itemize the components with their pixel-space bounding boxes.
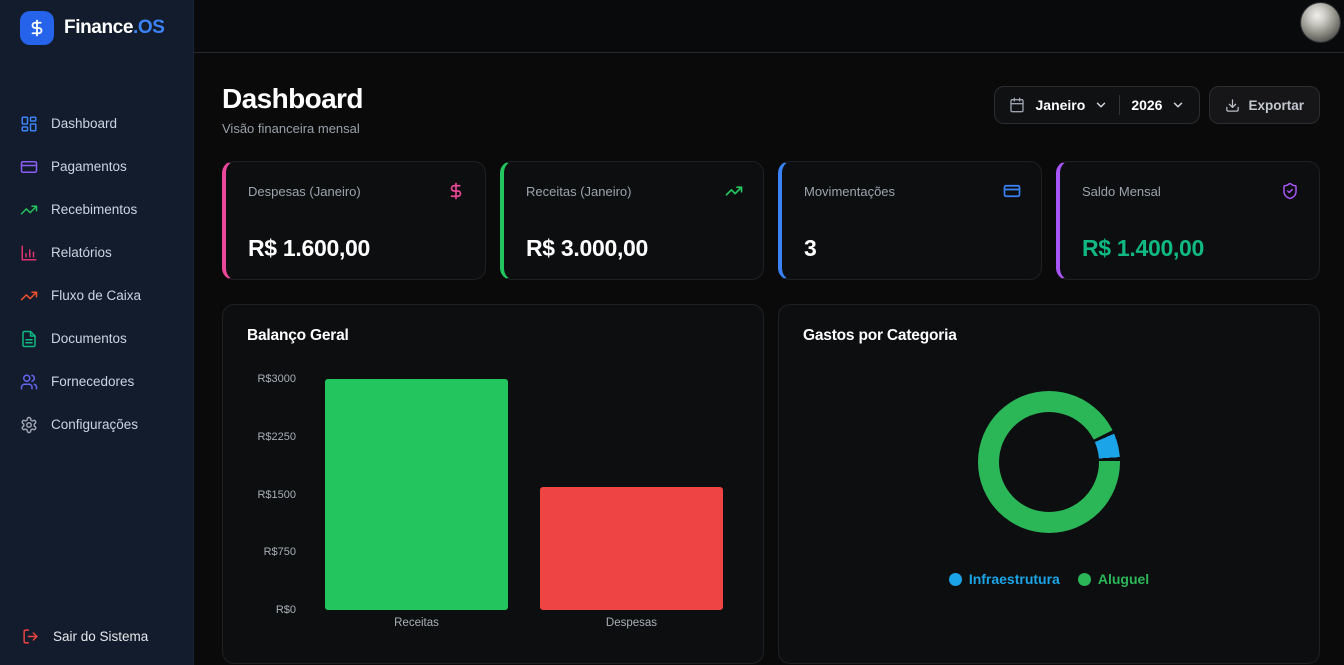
sidebar-item-relatorios[interactable]: Relatórios [0,231,193,274]
user-avatar[interactable] [1301,3,1340,42]
sidebar-nav: Dashboard Pagamentos Recebimentos Relató… [0,102,193,446]
x-axis-category-label: Receitas [394,617,439,629]
page-title: Dashboard [222,83,363,114]
brand-name-accent: .OS [133,17,165,38]
export-label: Exportar [1248,97,1304,113]
logout-icon [22,628,39,645]
stat-card-movimentacoes: Movimentações 3 [778,161,1042,280]
year-select[interactable]: 2026 [1131,97,1185,113]
bar-chart-icon [20,244,38,262]
y-axis-tick-label: R$750 [263,546,296,559]
stat-value: 3 [804,235,817,261]
logout-label: Sair do Sistema [53,628,149,644]
stat-label: Saldo Mensal [1082,183,1161,199]
main-content: Dashboard Visão financeira mensal Janeir… [194,53,1344,665]
period-selector: Janeiro 2026 [993,86,1201,124]
trending-up-icon [20,201,38,219]
sidebar-item-label: Recebimentos [51,202,138,217]
sidebar-item-recebimentos[interactable]: Recebimentos [0,188,193,231]
y-axis-tick-label: R$3000 [257,373,296,385]
brand-name: Finance.OS [64,17,165,38]
trending-up-icon [20,287,38,305]
y-axis-tick-label: R$0 [275,604,296,616]
sidebar-item-label: Documentos [51,331,127,346]
x-axis-category-label: Despesas [605,617,658,629]
calendar-icon [1009,97,1025,113]
sidebar-item-label: Configurações [51,417,139,432]
sidebar-item-label: Dashboard [51,116,118,131]
stats-row: Despesas (Janeiro) R$ 1.600,00 Receitas … [222,161,1320,280]
header-controls: Janeiro 2026 [993,86,1320,124]
stat-card-despesas: Despesas (Janeiro) R$ 1.600,00 [222,161,486,280]
chevron-down-icon [1171,98,1185,112]
sidebar-item-fluxo-de-caixa[interactable]: Fluxo de Caixa [0,274,193,317]
bar-chart: R$3000 R$2250 R$1500 R$750 R$0 Receitas Despe… [247,373,739,629]
donut-chart-title: Gastos por Categoria [803,327,957,344]
file-text-icon [20,330,38,348]
balance-chart-card: Balanço Geral R$3000 R$2250 R$1500 R$750 R$0… [222,304,764,664]
bar-chart-plot [309,379,739,610]
logout-button[interactable]: Sair do Sistema [0,607,193,665]
sidebar-item-label: Fluxo de Caixa [51,288,142,303]
y-axis-tick-label: R$2250 [257,430,296,443]
stat-value: R$ 3.000,00 [526,235,649,261]
sidebar-item-dashboard[interactable]: Dashboard [0,102,193,145]
dollar-icon [20,11,54,45]
bar-chart-x-axis: Receitas Despesas [309,617,739,629]
trending-up-icon [725,182,743,200]
sidebar-item-fornecedores[interactable]: Fornecedores [0,360,193,403]
month-select[interactable]: Janeiro [1036,97,1109,113]
bar-receitas [325,379,508,610]
y-axis-tick-label: R$1500 [257,488,296,501]
chevron-down-icon [1094,98,1108,112]
sidebar-item-pagamentos[interactable]: Pagamentos [0,145,193,188]
bar-chart-y-axis: R$3000 R$2250 R$1500 R$750 R$0 [247,373,309,616]
donut-hole [999,412,1099,512]
dashboard-grid-icon [20,115,38,133]
year-value: 2026 [1131,97,1163,113]
legend-item-infraestrutura[interactable]: Infraestrutura [948,571,1060,587]
legend-item-aluguel[interactable]: Aluguel [1077,571,1150,587]
stat-value: R$ 1.400,00 [1082,235,1205,261]
credit-card-icon [1003,182,1021,200]
divider [1119,95,1121,115]
stat-label: Despesas (Janeiro) [248,183,361,199]
export-button[interactable]: Exportar [1209,86,1320,124]
page-header: Dashboard Visão financeira mensal Janeir… [222,83,1320,136]
legend-dot [1077,572,1091,586]
gear-icon [20,416,38,434]
sidebar: Finance.OS Dashboard Pagamentos Recebime… [0,0,194,665]
stat-card-receitas: Receitas (Janeiro) R$ 3.000,00 [500,161,764,280]
charts-row: Balanço Geral R$3000 R$2250 R$1500 R$750 R$0… [222,304,1320,664]
credit-card-icon [20,158,38,176]
legend-label: Aluguel [1097,571,1150,587]
donut-chart [978,391,1120,533]
sidebar-item-label: Pagamentos [51,159,127,174]
category-chart-card: Gastos por Categoria Infraestrutura Alugu… [778,304,1320,664]
sidebar-item-configuracoes[interactable]: Configurações [0,403,193,446]
bar-chart-title: Balanço Geral [247,327,349,344]
stat-card-saldo-mensal: Saldo Mensal R$ 1.400,00 [1056,161,1320,280]
month-value: Janeiro [1035,97,1086,113]
bar-slot [309,379,524,610]
legend-label: Infraestrutura [968,571,1060,587]
sidebar-item-documentos[interactable]: Documentos [0,317,193,360]
sidebar-item-label: Relatórios [51,245,112,260]
stat-value: R$ 1.600,00 [248,235,371,261]
stat-label: Movimentações [804,183,896,199]
dollar-icon [447,182,465,200]
legend-dot [948,572,962,586]
donut-legend: Infraestrutura Aluguel [803,571,1295,587]
shield-check-icon [1281,182,1299,200]
bar-despesas [540,486,723,610]
brand: Finance.OS [0,0,193,55]
topbar [194,0,1344,53]
download-icon [1225,98,1240,113]
stat-label: Receitas (Janeiro) [526,183,632,199]
bar-slot [524,379,739,610]
users-icon [20,373,38,391]
sidebar-item-label: Fornecedores [51,374,135,389]
page-subtitle: Visão financeira mensal [222,121,360,136]
